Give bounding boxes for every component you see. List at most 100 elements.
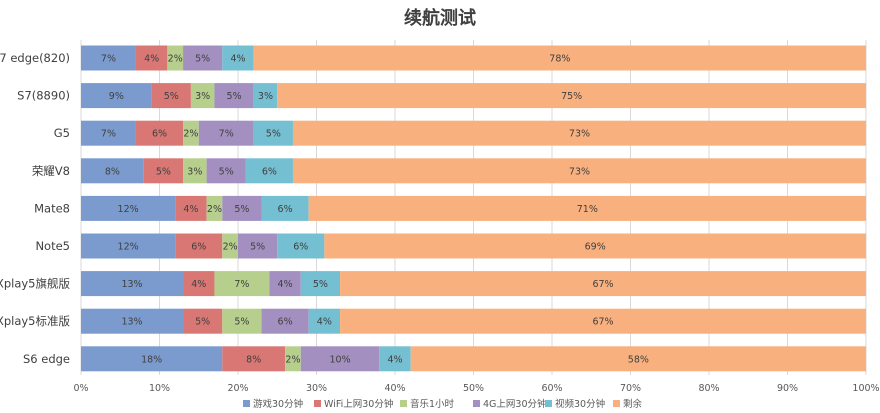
data-label: 75% — [561, 91, 582, 102]
data-label: 5% — [164, 91, 179, 102]
data-label: 2% — [223, 242, 238, 253]
bar-segment — [340, 271, 866, 297]
legend: 游戏30分钟 WiFi上网30分钟 音乐1小时 4G上网30分钟 视频30分钟 剩余 — [243, 398, 643, 410]
bar-segment — [269, 271, 301, 297]
data-label: 13% — [121, 317, 142, 328]
bar-segment — [183, 45, 223, 71]
bar-segment — [81, 346, 223, 372]
data-label: 13% — [121, 279, 142, 290]
data-label: 12% — [118, 242, 139, 253]
data-label: 67% — [592, 317, 613, 328]
data-label: 4% — [144, 54, 159, 65]
legend-label: 音乐1小时 — [410, 398, 455, 410]
x-tick-label: 20% — [227, 383, 248, 394]
data-label: 5% — [195, 54, 210, 65]
bars: 7% 4% 2% 5% 4% 78% 9% 5% 3% 5% 3% 75% 7% 6% 2% 7% 5% 73% 8… — [81, 45, 867, 372]
category-label: Xplay5标准版 — [0, 314, 70, 328]
data-label: 58% — [628, 354, 649, 365]
category-labels: S7 edge(820) S7(8890) G5 荣耀V8 Mate8 Note5 Xpla… — [0, 51, 70, 366]
bar-segment — [261, 308, 309, 334]
data-label: 7% — [101, 129, 116, 140]
data-label: 5% — [227, 91, 242, 102]
data-label: 6% — [278, 204, 293, 215]
data-label: 4% — [230, 54, 245, 65]
legend-label: 游戏30分钟 — [253, 398, 303, 410]
bar-segment — [261, 195, 309, 221]
bar-segment — [222, 195, 262, 221]
category-label: Note5 — [35, 239, 70, 253]
category-label: S7(8890) — [17, 89, 70, 103]
bar-segment — [285, 346, 301, 372]
x-tick-label: 0% — [73, 383, 88, 394]
legend-label: 剩余 — [623, 398, 643, 410]
bar-segment — [81, 308, 184, 334]
bar-segment — [238, 233, 278, 259]
bar-segment — [308, 195, 866, 221]
legend-swatch — [314, 400, 321, 407]
category-label: Xplay5旗舰版 — [0, 277, 70, 291]
category-label: S7 edge(820) — [0, 51, 70, 65]
data-label: 6% — [278, 317, 293, 328]
bar-segment — [222, 346, 286, 372]
data-label: 5% — [219, 166, 234, 177]
data-label: 5% — [266, 129, 281, 140]
legend-swatch — [613, 400, 620, 407]
x-tick-label: 50% — [463, 383, 484, 394]
data-label: 3% — [258, 91, 273, 102]
data-label: 7% — [219, 129, 234, 140]
bar-segment — [135, 45, 168, 71]
bar-segment — [214, 271, 270, 297]
data-label: 5% — [313, 279, 328, 290]
bar-segment — [206, 158, 246, 184]
legend-swatch — [400, 400, 407, 407]
bar-segment — [324, 233, 867, 259]
data-label: 2% — [168, 54, 183, 65]
data-label: 71% — [577, 204, 598, 215]
data-label: 3% — [187, 166, 202, 177]
legend-label: 4G上网30分钟 — [483, 398, 547, 410]
category-label: G5 — [54, 126, 70, 140]
bar-segment — [277, 233, 325, 259]
data-label: 5% — [234, 317, 249, 328]
x-tick-label: 10% — [149, 383, 170, 394]
bar-segment — [81, 233, 176, 259]
data-label: 2% — [183, 129, 198, 140]
legend-swatch — [473, 400, 480, 407]
legend-label: 视频30分钟 — [555, 398, 605, 410]
legend-swatch — [243, 400, 250, 407]
bar-segment — [253, 83, 278, 109]
legend-label: WiFi上网30分钟 — [324, 398, 393, 410]
bar-segment — [222, 233, 238, 259]
bar-segment — [81, 271, 184, 297]
data-label: 3% — [195, 91, 210, 102]
category-label: Mate8 — [34, 201, 70, 215]
bar-segment — [183, 120, 199, 146]
data-label: 73% — [569, 166, 590, 177]
bar-segment — [81, 83, 152, 109]
data-label: 6% — [293, 242, 308, 253]
data-label: 6% — [262, 166, 277, 177]
bar-segment — [222, 308, 262, 334]
bar-segment — [300, 346, 380, 372]
bar-segment — [81, 195, 176, 221]
data-label: 4% — [387, 354, 402, 365]
data-label: 5% — [234, 204, 249, 215]
data-label: 5% — [195, 317, 210, 328]
chart-title: 续航测试 — [404, 7, 476, 29]
bar-segment — [81, 120, 136, 146]
data-label: 73% — [569, 129, 590, 140]
category-label: S6 edge — [23, 352, 70, 366]
data-label: 5% — [250, 242, 265, 253]
category-label: 荣耀V8 — [32, 164, 70, 178]
bar-segment — [190, 83, 215, 109]
bar-segment — [308, 308, 341, 334]
x-tick-label: 100% — [852, 383, 879, 394]
x-tick-label: 30% — [306, 383, 327, 394]
data-label: 5% — [156, 166, 171, 177]
bar-segment — [151, 83, 191, 109]
bar-segment — [135, 120, 184, 146]
x-axis-ticks: 0% 10% 20% 30% 40% 50% 60% 70% 80% 90% 100% — [73, 383, 879, 394]
data-label: 18% — [141, 354, 162, 365]
x-tick-label: 70% — [620, 383, 641, 394]
